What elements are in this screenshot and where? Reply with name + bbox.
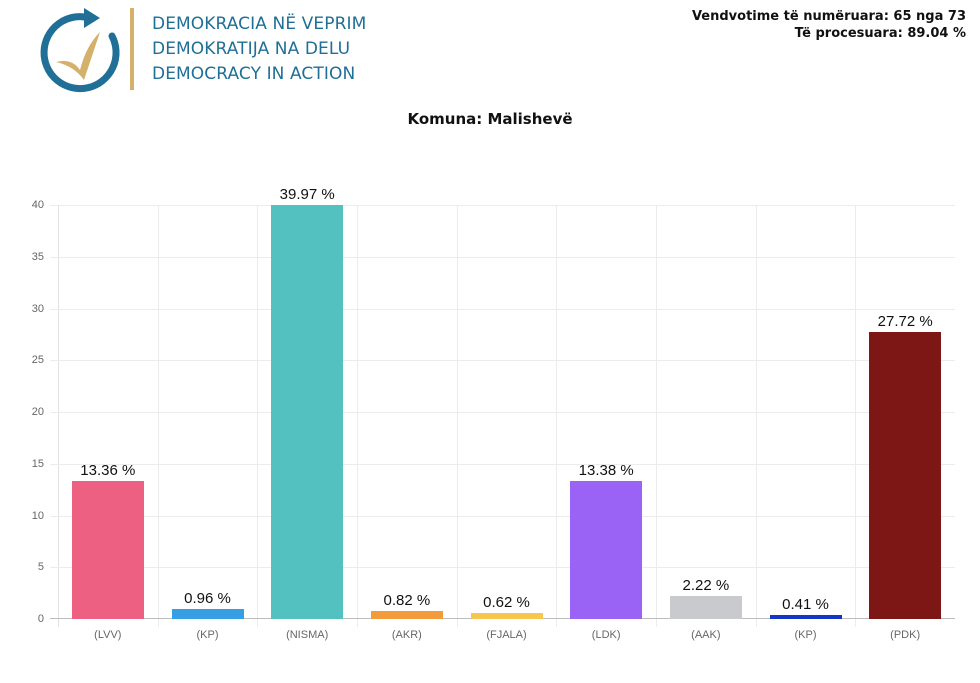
bar-fjala[interactable] <box>470 612 543 619</box>
gridline-x <box>755 205 757 627</box>
gridline-y <box>50 412 955 413</box>
gridline-x <box>656 205 657 627</box>
org-name-english: DEMOCRACY IN ACTION <box>152 64 356 84</box>
gridline-x <box>556 205 558 627</box>
y-tick-label: 35 <box>31 250 44 263</box>
bar-ldk[interactable] <box>570 480 643 619</box>
chart-title: Komuna: Malishevë <box>407 110 573 128</box>
y-tick-label: 30 <box>31 302 44 315</box>
y-axis-line <box>58 205 59 627</box>
bar-kp[interactable] <box>171 609 244 619</box>
bar-value-label: 13.36 % <box>80 461 136 479</box>
polling-stations-counted: Vendvotime të numëruara: 65 nga 73 <box>691 9 966 24</box>
bar-nisma[interactable] <box>271 205 344 619</box>
bar-value-label: 2.22 % <box>682 577 730 595</box>
y-tick-label: 5 <box>37 561 44 574</box>
gridline-y <box>50 256 955 258</box>
bar-value-label: 0.82 % <box>383 591 431 609</box>
gridline-y <box>50 360 955 362</box>
gridline-x <box>157 205 159 627</box>
y-tick-label: 15 <box>31 457 44 470</box>
bar-value-label: 27.72 % <box>877 313 933 331</box>
y-tick-label: 40 <box>31 199 44 211</box>
processed-percentage: Të procesuara: 89.04 % <box>794 26 966 41</box>
bar-aak[interactable] <box>669 596 742 619</box>
gridline-x <box>357 205 358 627</box>
logo <box>28 6 124 94</box>
y-tick-label: 20 <box>31 406 44 418</box>
bar-pdk[interactable] <box>869 332 942 619</box>
y-tick-label: 0 <box>37 613 44 625</box>
x-tick-label: (FJALA) <box>486 629 527 641</box>
gridline-x <box>855 205 857 627</box>
x-tick-label: (LVV) <box>94 629 122 641</box>
gridline-y <box>50 463 955 465</box>
bar-value-label: 13.38 % <box>578 461 634 479</box>
y-tick-label: 10 <box>31 509 44 522</box>
bar-akr[interactable] <box>370 610 443 619</box>
x-tick-label: (AAK) <box>691 629 721 641</box>
bar-kp[interactable] <box>769 614 842 619</box>
bar-lvv[interactable] <box>71 480 144 619</box>
x-tick-label: (KP) <box>794 629 817 641</box>
gridline-y <box>50 308 955 310</box>
x-tick-label: (AKR) <box>391 629 422 641</box>
bar-value-label: 39.97 % <box>279 186 335 204</box>
logo-divider <box>130 8 134 90</box>
x-tick-label: (PDK) <box>890 629 921 641</box>
x-tick-label: (KP) <box>196 629 219 641</box>
x-tick-label: (LDK) <box>591 629 621 641</box>
gridline-x <box>257 205 259 627</box>
gridline-y <box>50 567 955 569</box>
org-name-albanian: DEMOKRACIA NË VEPRIM <box>152 14 367 34</box>
y-tick-label: 25 <box>31 354 44 367</box>
plot-area: 0 5 10 15 20 25 30 35 40 13.36 % 0.96 % 39.97 % 0.82… <box>32 186 955 627</box>
bar-value-label: 0.96 % <box>184 590 231 608</box>
x-axis-labels: (LVV) (KP) (NISMA) (AKR) (FJALA) (LDK) (AAK) (K… <box>58 619 955 649</box>
gridline-y <box>50 205 955 206</box>
x-tick-label: (NISMA) <box>286 629 329 641</box>
bar-value-label: 0.41 % <box>782 595 829 613</box>
org-names: DEMOKRACIA NË VEPRIM DEMOKRATIJA NA DELU… <box>152 12 366 87</box>
org-name-serbian: DEMOKRATIJA NA DELU <box>152 39 351 59</box>
gridline-x <box>456 205 458 627</box>
bar-value-label: 0.62 % <box>483 593 530 611</box>
gridline-y <box>50 515 955 517</box>
circular-arrow-checkmark-icon <box>40 8 120 93</box>
counting-stats: Vendvotime të numëruara: 65 nga 73 Të pr… <box>692 8 966 42</box>
